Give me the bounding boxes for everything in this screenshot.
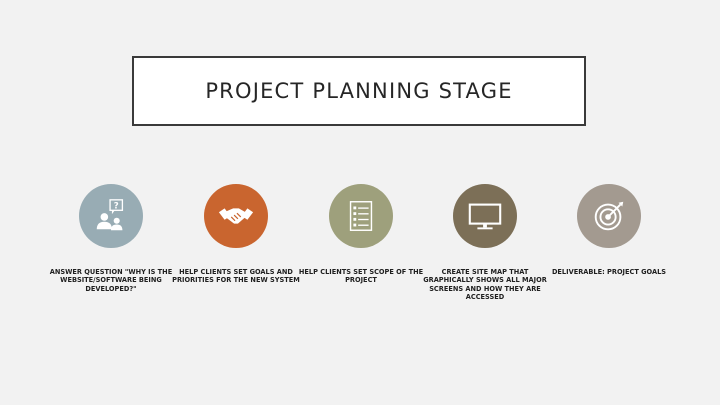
step-why-developed: ? ANSWER QUESTION "WHY IS THE WEBSITE/SO… [46,184,176,293]
step-5-circle [577,184,641,248]
step-4-circle [453,184,517,248]
step-scope: HELP CLIENTS SET SCOPE OF THE PROJECT [296,184,426,285]
step-5-text: DELIVERABLE: PROJECT GOALS [551,268,667,276]
handshake-icon [218,208,254,224]
slide-title: PROJECT PLANNING STAGE [205,79,513,103]
step-4-text: CREATE SITE MAP THAT GRAPHICALLY SHOWS A… [423,268,547,302]
target-icon [594,201,624,231]
step-site-map: CREATE SITE MAP THAT GRAPHICALLY SHOWS A… [420,184,550,302]
person-question-icon: ? [96,199,124,231]
step-1-text: ANSWER QUESTION "WHY IS THE WEBSITE/SOFT… [49,268,173,293]
monitor-icon [468,203,502,230]
step-3-circle [329,184,393,248]
step-1-circle: ? [79,184,143,248]
step-2-text: HELP CLIENTS SET GOALS AND PRIORITIES FO… [172,268,300,285]
step-deliverable: DELIVERABLE: PROJECT GOALS [544,184,674,276]
step-goals-priorities: HELP CLIENTS SET GOALS AND PRIORITIES FO… [171,184,301,285]
svg-text:?: ? [114,201,119,211]
step-3-text: HELP CLIENTS SET SCOPE OF THE PROJECT [298,268,424,285]
step-2-circle [204,184,268,248]
title-box: PROJECT PLANNING STAGE [132,56,586,126]
checklist-icon [349,201,373,231]
